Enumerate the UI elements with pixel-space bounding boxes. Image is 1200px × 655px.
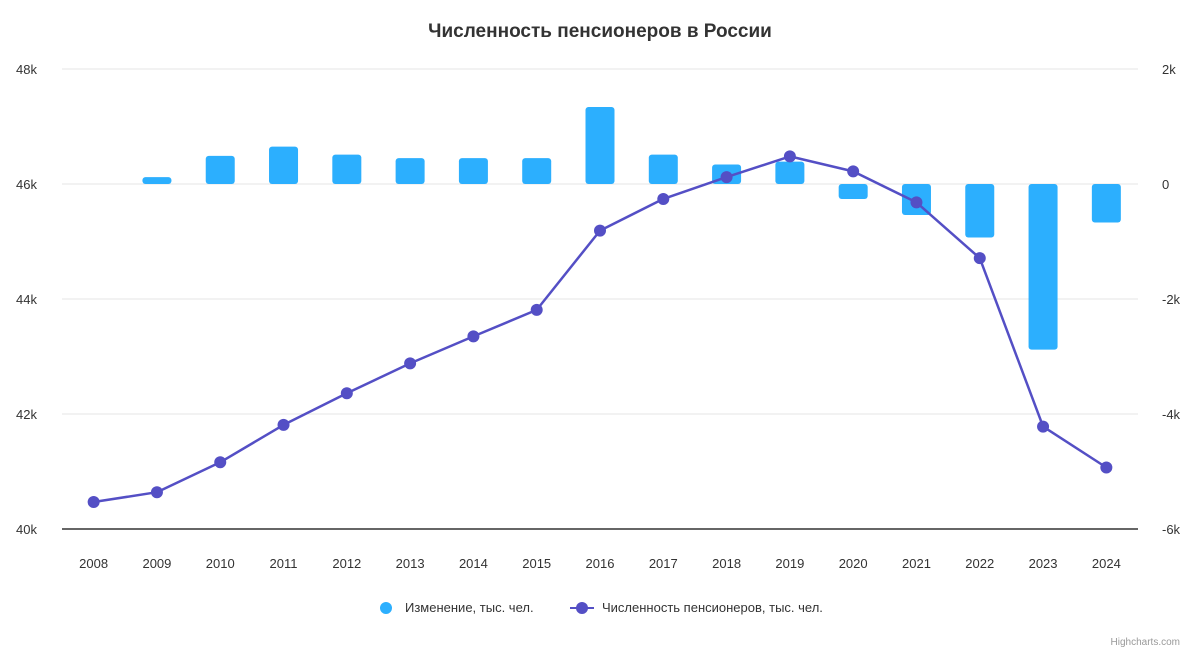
line-point [214,456,227,469]
x-tick-label: 2011 [270,556,298,571]
legend-bar-marker [380,602,392,614]
x-tick-label: 2012 [332,556,361,571]
x-tick-label: 2009 [142,556,171,571]
bar [838,184,868,199]
x-tick-label: 2010 [206,556,235,571]
line-point [657,192,670,205]
line-point [467,330,480,343]
y-left-tick-label: 48k [16,62,37,77]
line-point [910,196,923,209]
bar [269,146,299,184]
y-left-tick-label: 44k [16,292,37,307]
x-tick-label: 2021 [902,556,931,571]
bar [332,154,362,184]
line-series [87,150,1113,508]
y-left-tick-label: 46k [16,177,37,192]
y-right-tick-label: -4k [1162,407,1181,422]
legend-item-line[interactable]: Численность пенсионеров, тыс. чел. [570,600,823,615]
line-point [720,171,733,184]
x-tick-label: 2018 [712,556,741,571]
line-point [1100,461,1113,474]
bar [648,154,678,184]
axes: 40k -6k 42k -4k 44k -2k 46k 0 48k 2k 2008 2009 2010 2… [16,62,1181,571]
bar [458,158,488,184]
bar [205,155,235,184]
y-left-tick-label: 42k [16,407,37,422]
legend-line-label: Численность пенсионеров, тыс. чел. [602,600,823,615]
bar [522,158,552,184]
bar [965,184,995,238]
x-tick-label: 2008 [79,556,108,571]
line-point [1037,420,1050,433]
line-point [530,303,543,316]
y-right-tick-label: 2k [1162,62,1176,77]
line-point [87,495,100,508]
x-tick-label: 2024 [1092,556,1121,571]
chart-title: Численность пенсионеров в России [428,21,772,42]
y-right-tick-label: 0 [1162,177,1169,192]
y-right-tick-label: -6k [1162,522,1181,537]
x-tick-label: 2023 [1029,556,1058,571]
line-point [404,357,417,370]
x-tick-label: 2017 [649,556,678,571]
legend-line-marker [576,602,588,614]
line-point [340,387,353,400]
bar [1091,184,1121,223]
line-point [150,486,163,499]
line-point [783,150,796,163]
x-tick-label: 2022 [965,556,994,571]
line-path [93,155,1108,504]
line-point [594,224,606,237]
line-point [847,165,860,178]
bar [1028,184,1058,350]
bar [142,177,172,184]
x-tick-label: 2014 [459,556,488,571]
bar [585,106,615,184]
bar [775,161,805,184]
line-point [973,252,986,265]
x-tick-label: 2015 [522,556,551,571]
line-point [277,418,290,431]
bar-series [142,106,1121,350]
x-tick-label: 2019 [775,556,804,571]
y-right-tick-label: -2k [1162,292,1181,307]
credits-link[interactable]: Highcharts.com [1111,637,1180,648]
legend-bar-label: Изменение, тыс. чел. [405,600,534,615]
legend-item-bars[interactable]: Изменение, тыс. чел. [380,600,534,615]
x-tick-label: 2013 [396,556,425,571]
y-left-tick-label: 40k [16,522,37,537]
legend: Изменение, тыс. чел. Численность пенсион… [380,600,823,615]
x-tick-label: 2020 [839,556,868,571]
x-tick-label: 2016 [586,556,615,571]
bar [395,158,425,184]
